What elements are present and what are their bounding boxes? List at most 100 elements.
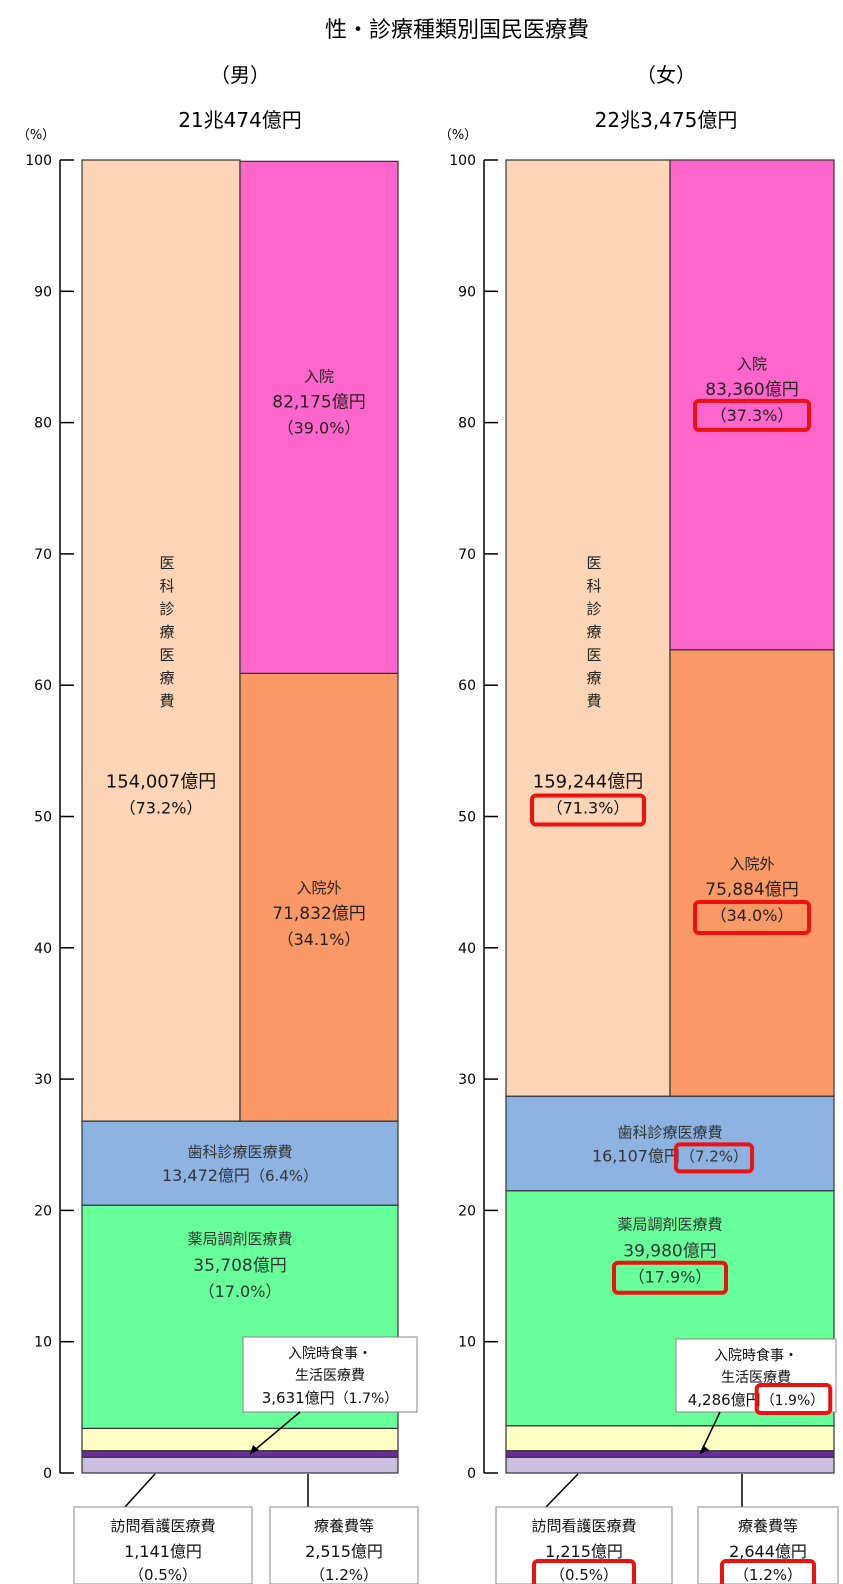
- chart-title: 性・診療種類別国民医療費: [325, 18, 589, 43]
- label-ika-vertical-char: 療: [586, 669, 601, 687]
- label-yakkyoku-name: 薬局調剤医療費: [187, 1230, 292, 1248]
- highlight-ika: [530, 793, 646, 827]
- y-tick-label: 20: [34, 1203, 52, 1219]
- label-ika-value: 154,007億円: [106, 772, 216, 793]
- callout-homon-leader: [124, 1473, 156, 1508]
- y-tick-label: 90: [34, 284, 52, 300]
- label-homon-value: 1,215億円: [545, 1542, 623, 1561]
- callout-homon-box: [495, 1506, 673, 1584]
- y-tick-label: 60: [458, 678, 476, 694]
- label-shokuji-value: 4,286億円: [688, 1391, 761, 1409]
- y-tick-label: 50: [34, 810, 52, 826]
- bar-segment-ika: [81, 159, 241, 1122]
- label-yakkyoku-name: 薬局調剤医療費: [617, 1216, 722, 1234]
- bar-segment-shika: [505, 1095, 835, 1192]
- label-shokuji-name2: 生活医療費: [295, 1367, 365, 1384]
- label-ryoyo-name: 療養費等: [314, 1517, 374, 1535]
- y-tick-label: 30: [458, 1072, 476, 1088]
- y-tick-label: 80: [458, 416, 476, 432]
- label-yakkyoku-pct: （17.9%）: [629, 1268, 712, 1287]
- highlight-shika: [673, 1142, 755, 1174]
- label-nyuin-pct: （37.3%）: [711, 406, 794, 425]
- label-ika-vertical-char: 医: [159, 554, 174, 572]
- label-ika-vertical-char: 医: [586, 554, 601, 572]
- callout-shokuji-arrowhead: [700, 1445, 709, 1454]
- highlight-yakkyoku: [612, 1260, 728, 1295]
- label-shokuji-pct: （1.7%）: [335, 1391, 399, 1407]
- bar-segment-gairai: [669, 649, 835, 1097]
- highlight-nyuin: [693, 398, 811, 432]
- panel-total-label: 21兆474億円: [178, 108, 302, 132]
- label-homon-value: 1,141億円: [124, 1542, 202, 1561]
- label-shika-value: 13,472億円: [162, 1166, 250, 1185]
- highlight-homon: [532, 1559, 636, 1584]
- y-tick-label: 40: [458, 941, 476, 957]
- label-ika-vertical-char: 療: [159, 623, 174, 641]
- label-ika-value: 159,244億円: [533, 772, 643, 793]
- highlight-ryoyo: [720, 1559, 816, 1584]
- bar-segment-homon: [505, 1450, 835, 1458]
- y-axis-unit: （%）: [17, 128, 55, 143]
- label-ika-vertical-char: 療: [586, 623, 601, 641]
- label-nyuin-name: 入院: [304, 367, 334, 385]
- label-ika-vertical-char: 診: [586, 600, 601, 618]
- label-gairai-pct: （34.1%）: [278, 930, 361, 949]
- y-tick-label: 40: [34, 941, 52, 957]
- y-tick-label: 70: [34, 547, 52, 563]
- label-gairai-pct: （34.0%）: [711, 906, 794, 925]
- bar-segment-shokuji: [81, 1427, 399, 1452]
- label-nyuin-pct: （39.0%）: [278, 418, 361, 437]
- label-shika-pct: （6.4%）: [250, 1167, 318, 1185]
- bar-segment-nyuin: [669, 159, 835, 651]
- callout-homon-leader: [545, 1473, 579, 1508]
- highlight-shokuji: [754, 1383, 833, 1415]
- label-ika-vertical-char: 科: [159, 577, 174, 595]
- label-nyuin-name: 入院: [737, 355, 767, 373]
- label-shokuji-value: 3,631億円: [262, 1389, 335, 1407]
- label-gairai-value: 71,832億円: [272, 904, 365, 924]
- label-homon-pct: （0.5%）: [550, 1566, 618, 1584]
- y-tick-label: 50: [458, 810, 476, 826]
- y-tick-label: 0: [467, 1466, 476, 1482]
- y-tick-label: 0: [43, 1466, 52, 1482]
- label-ika-vertical-char: 医: [159, 646, 174, 664]
- label-ryoyo-name: 療養費等: [738, 1517, 798, 1535]
- label-ika-vertical-char: 科: [586, 577, 601, 595]
- label-gairai-name: 入院外: [729, 855, 774, 873]
- label-ryoyo-pct: （1.2%）: [734, 1566, 802, 1584]
- label-shika-name: 歯科診療医療費: [617, 1123, 722, 1141]
- bar-segment-homon: [81, 1450, 399, 1458]
- panel-sex-label: （男）: [210, 63, 270, 87]
- y-tick-label: 20: [458, 1203, 476, 1219]
- y-tick-label: 30: [34, 1072, 52, 1088]
- bar-segment-shokuji: [505, 1425, 835, 1452]
- label-shika-pct: （7.2%）: [680, 1147, 748, 1165]
- callout-shokuji-box: [242, 1336, 418, 1413]
- label-shokuji-pct: （1.9%）: [761, 1393, 825, 1409]
- label-ika-vertical-char: 診: [159, 600, 174, 618]
- label-ryoyo-value: 2,644億円: [729, 1542, 807, 1561]
- label-shika-name: 歯科診療医療費: [187, 1143, 292, 1161]
- callout-shokuji-arrowhead: [250, 1445, 259, 1454]
- label-ika-vertical-char: 費: [159, 692, 174, 710]
- y-tick-label: 100: [449, 153, 476, 169]
- y-tick-label: 10: [34, 1335, 52, 1351]
- label-shika-value: 16,107億円: [592, 1146, 680, 1165]
- y-tick-label: 60: [34, 678, 52, 694]
- label-nyuin-value: 82,175億円: [272, 392, 365, 412]
- label-yakkyoku-pct: （17.0%）: [199, 1282, 282, 1301]
- y-tick-label: 100: [25, 153, 52, 169]
- bar-segment-nyuin: [239, 160, 399, 674]
- label-ika-vertical-char: 医: [586, 646, 601, 664]
- label-homon-pct: （0.5%）: [129, 1566, 197, 1584]
- label-ryoyo-pct: （1.2%）: [310, 1566, 378, 1584]
- y-tick-label: 70: [458, 547, 476, 563]
- callout-homon-box: [73, 1506, 253, 1584]
- highlight-gairai: [693, 899, 811, 935]
- y-axis-unit: （%）: [439, 128, 477, 143]
- label-shokuji-name1: 入院時食事・: [714, 1347, 798, 1364]
- label-homon-name: 訪問看護医療費: [531, 1517, 636, 1535]
- bar-segment-ryoyo: [81, 1456, 399, 1474]
- label-shokuji-name1: 入院時食事・: [288, 1345, 372, 1362]
- label-ika-vertical-char: 療: [159, 669, 174, 687]
